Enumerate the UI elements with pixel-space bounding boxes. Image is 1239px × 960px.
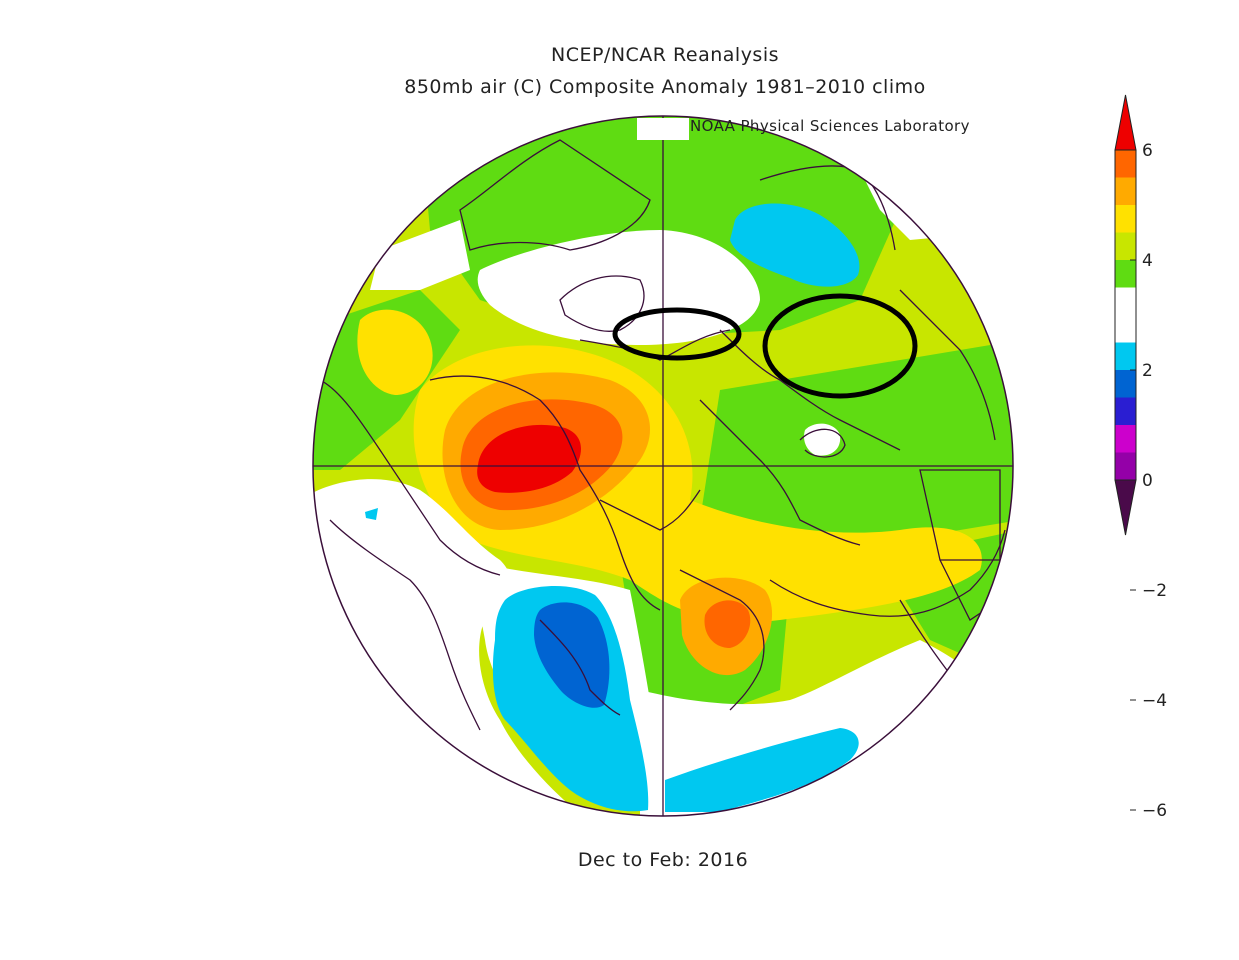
colorbar-tick-label: 2 [1142,361,1153,381]
colorbar-outline [1114,149,1137,481]
anomaly-lightblue-west [365,508,378,520]
colorbar: 6 4 2 0 −2 −4 −6 [1114,94,1167,821]
colorbar-segment [1115,342,1136,370]
anomaly-lightblue-southeast [665,728,859,812]
colorbar-tick-label: 4 [1142,251,1153,271]
map-subtitle: 850mb air (C) Composite Anomaly 1981–201… [404,76,926,98]
anomaly-yellow-west [357,309,433,395]
colorbar-segment [1115,150,1136,178]
highlight-ellipse-left [612,307,742,361]
period-label: Dec to Feb: 2016 [577,849,749,871]
colorbar-segment [1115,260,1136,288]
anomaly-field [313,116,1013,816]
colorbar-segment [1115,370,1136,398]
colorbar-segment [1115,287,1136,315]
coastlines [319,139,1006,731]
anomaly-red-core [477,424,582,493]
colorbar-tick-label: 6 [1142,141,1153,161]
colorbar-segment [1115,397,1136,425]
anomaly-darkorange-south [704,600,751,648]
colorbar-segment [1115,232,1136,260]
map-title: NCEP/NCAR Reanalysis [550,44,780,66]
colorbar-tick-label: −2 [1142,581,1167,601]
map-boundary [312,115,1014,817]
colorbar-tick-label: 0 [1142,471,1153,491]
colorbar-segment [1115,315,1136,343]
anomaly-lightblue-north [730,203,860,287]
highlight-ellipse-right [762,293,918,399]
colorbar-top-arrow [1114,94,1137,151]
credit-label: NOAA Physical Sciences Laboratory [690,117,970,135]
colorbar-tick-label: −6 [1142,801,1167,821]
colorbar-segment [1115,205,1136,233]
colorbar-segment [1115,425,1136,453]
colorbar-tick-label: −4 [1142,691,1167,711]
credit-mask [637,118,689,140]
anomaly-white-northwest [370,220,470,290]
anomaly-green-east [700,340,1013,560]
colorbar-segment [1115,177,1136,205]
colorbar-segment [1115,452,1136,480]
colorbar-bottom-arrow [1114,479,1137,536]
anomaly-white-north [477,230,760,345]
